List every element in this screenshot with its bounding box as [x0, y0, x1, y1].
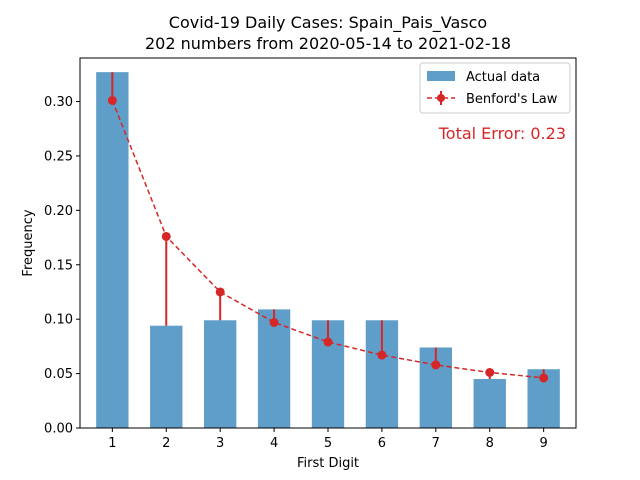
- legend-bar-swatch: [427, 71, 455, 81]
- benford-marker-digit-1: [107, 95, 117, 105]
- total-error-annotation: Total Error: 0.23: [438, 124, 566, 143]
- benford-marker-digit-6: [377, 350, 387, 360]
- benford-marker-digit-3: [215, 287, 225, 297]
- y-tick-label: 0.20: [44, 204, 73, 219]
- plot-marks: [96, 72, 560, 428]
- x-tick-label: 2: [162, 436, 170, 451]
- y-tick-label: 0.00: [44, 422, 73, 437]
- x-axis-label: First Digit: [297, 456, 359, 471]
- x-tick-label: 7: [432, 436, 440, 451]
- bar-digit-1: [96, 72, 129, 428]
- y-tick-label: 0.10: [44, 313, 73, 328]
- y-axis-label: Frequency: [21, 209, 36, 276]
- legend-label-benford: Benford's Law: [466, 92, 558, 107]
- bar-digit-3: [204, 320, 237, 428]
- x-tick-label: 4: [270, 436, 278, 451]
- chart-title: Covid-19 Daily Cases: Spain_Pais_Vasco: [169, 13, 487, 33]
- x-tick-label: 8: [486, 436, 494, 451]
- benford-marker-digit-9: [539, 373, 549, 383]
- chart-subtitle: 202 numbers from 2020-05-14 to 2021-02-1…: [145, 34, 511, 53]
- benford-marker-digit-8: [485, 368, 495, 377]
- y-tick-label: 0.05: [44, 367, 73, 382]
- benford-marker-digit-7: [431, 360, 441, 370]
- x-tick-label: 6: [378, 436, 386, 451]
- bar-digit-8: [473, 379, 506, 428]
- y-tick-label: 0.15: [44, 258, 73, 273]
- y-tick-label: 0.30: [44, 95, 73, 110]
- bar-digit-2: [150, 325, 183, 428]
- benford-marker-digit-5: [323, 337, 333, 347]
- axes: 0.00 0.05 0.10 0.15 0.20 0.25 0.30 1 2 3 4 5 6 7 8 9: [44, 57, 577, 451]
- legend-frame: [419, 62, 571, 114]
- benford-marker-digit-4: [269, 317, 279, 327]
- x-tick-label: 1: [108, 436, 116, 451]
- x-tick-label: 5: [324, 436, 332, 451]
- legend-label-actual: Actual data: [466, 70, 540, 85]
- x-tick-label: 3: [216, 436, 224, 451]
- benford-marker-digit-2: [161, 231, 171, 241]
- bar-digit-4: [257, 309, 291, 428]
- x-tick-label: 9: [540, 436, 548, 451]
- legend-marker-swatch: [437, 94, 445, 102]
- benford-line: [111, 100, 544, 379]
- legend: Actual data Benford's Law: [419, 62, 571, 114]
- y-tick-label: 0.25: [44, 149, 73, 164]
